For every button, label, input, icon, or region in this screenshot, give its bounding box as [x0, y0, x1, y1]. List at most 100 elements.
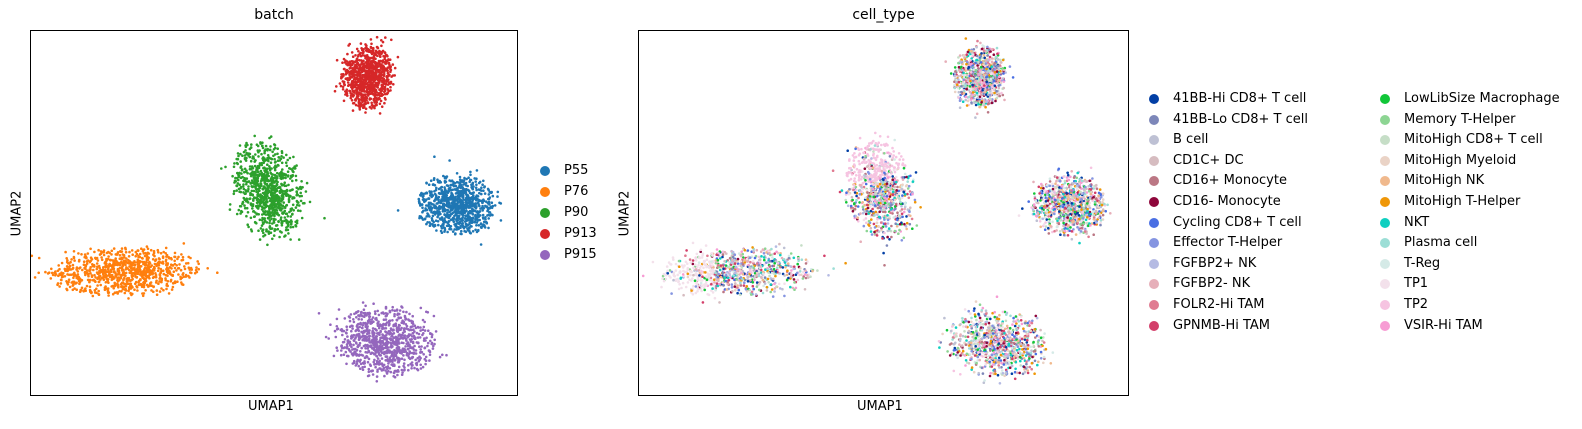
scatter-point — [464, 181, 468, 185]
scatter-point — [246, 211, 250, 214]
scatter-point — [257, 188, 261, 192]
scatter-point — [432, 183, 435, 187]
scatter-point — [287, 232, 290, 235]
scatter-point — [114, 257, 117, 260]
scatter-point — [351, 327, 354, 330]
scatter-point — [1072, 176, 1076, 179]
scatter-point — [272, 189, 276, 192]
scatter-point — [129, 262, 132, 265]
scatter-point — [343, 67, 346, 71]
scatter-point — [377, 326, 381, 330]
scatter-point — [393, 312, 396, 316]
scatter-point — [265, 197, 268, 201]
scatter-point — [360, 318, 364, 321]
scatter-point — [97, 289, 100, 293]
scatter-point — [375, 348, 379, 351]
scatter-point — [421, 328, 425, 332]
scatter-point — [487, 201, 491, 204]
scatter-point — [147, 261, 151, 265]
scatter-point — [443, 219, 447, 223]
scatter-point — [288, 210, 291, 214]
scatter-point — [443, 217, 446, 220]
scatter-point — [335, 327, 339, 331]
scatter-point — [276, 159, 280, 162]
scatter-point — [396, 369, 400, 372]
scatter-point — [1021, 207, 1024, 210]
scatter-point — [236, 182, 240, 185]
scatter-point — [340, 349, 343, 352]
scatter-point — [173, 251, 177, 255]
scatter-point — [391, 63, 395, 66]
scatter-point — [396, 346, 399, 350]
scatter-point — [407, 364, 410, 367]
scatter-point — [84, 273, 87, 277]
scatter-point — [422, 353, 426, 356]
scatter-point — [425, 336, 428, 340]
scatter-point — [250, 143, 253, 146]
scatter-point — [135, 252, 139, 256]
scatter-point — [437, 223, 440, 227]
scatter-point — [422, 332, 425, 335]
scatter-point — [480, 192, 483, 196]
scatter-point — [141, 270, 144, 273]
scatter-point — [270, 182, 274, 185]
scatter-point — [160, 279, 163, 282]
scatter-point — [103, 288, 107, 292]
scatter-point — [180, 281, 183, 284]
scatter-point — [141, 294, 145, 298]
scatter-point — [435, 196, 439, 200]
scatter-point — [341, 333, 344, 337]
scatter-point — [433, 206, 437, 210]
scatter-point — [280, 150, 284, 153]
scatter-point — [351, 324, 354, 328]
scatter-point — [141, 276, 144, 280]
scatter-point — [253, 160, 256, 163]
scatter-point — [228, 203, 232, 206]
scatter-point — [401, 306, 404, 309]
scatter-point — [387, 59, 390, 62]
scatter-point — [121, 273, 124, 277]
scatter-point — [96, 284, 99, 287]
scatter-point — [383, 374, 386, 378]
scatter-point — [1065, 176, 1069, 179]
scatter-point — [157, 282, 160, 286]
scatter-point — [291, 212, 294, 216]
scatter-point — [187, 255, 190, 259]
scatter-point — [267, 185, 271, 188]
scatter-point — [345, 325, 349, 329]
scatter-point — [66, 273, 69, 276]
scatter-point — [453, 214, 456, 218]
scatter-point — [404, 345, 407, 348]
scatter-point — [151, 272, 154, 276]
scatter-point — [182, 242, 186, 245]
scatter-point — [99, 283, 102, 287]
scatter-point — [380, 88, 384, 91]
scatter-point — [471, 209, 474, 212]
scatter-point — [365, 96, 369, 100]
scatter-point — [351, 348, 354, 351]
scatter-point — [292, 170, 295, 174]
scatter-point — [152, 249, 156, 253]
scatter-point — [478, 218, 482, 222]
scatter-point — [231, 174, 234, 178]
scatter-point — [197, 262, 200, 266]
scatter-point — [138, 261, 142, 264]
scatter-point — [283, 189, 287, 193]
scatter-point — [122, 253, 126, 257]
scatter-point — [425, 204, 428, 207]
scatter-point — [355, 360, 359, 363]
scatter-point — [345, 328, 349, 332]
scatter-point — [376, 368, 379, 372]
scatter-point — [277, 197, 280, 200]
scatter-point — [375, 103, 378, 107]
scatter-point — [438, 212, 442, 216]
scatter-point — [273, 146, 277, 150]
scatter-point — [463, 217, 467, 220]
scatter-point — [431, 224, 435, 227]
scatter-point — [433, 338, 437, 342]
scatter-point — [416, 336, 420, 339]
scatter-point — [164, 258, 168, 262]
scatter-point — [351, 67, 354, 71]
scatter-point — [1055, 179, 1058, 183]
scatter-point — [347, 63, 351, 67]
